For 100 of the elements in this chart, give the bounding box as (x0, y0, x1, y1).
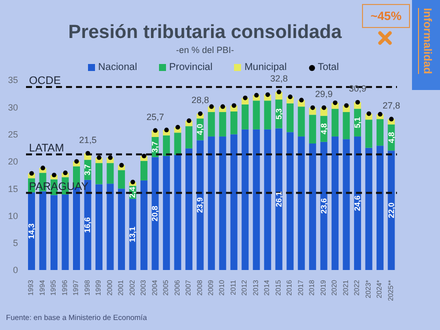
point (86, 150, 90, 156)
point (242, 96, 248, 100)
bar (286, 132, 294, 270)
point (232, 103, 236, 108)
point (389, 116, 394, 122)
point (52, 172, 56, 178)
data-label: 21,5 (79, 134, 97, 145)
point (108, 155, 113, 160)
y-tick-label: 30 (8, 102, 18, 112)
bar (376, 146, 384, 270)
bar (320, 142, 328, 270)
bar (95, 163, 102, 184)
point (332, 100, 338, 106)
bar (95, 184, 102, 270)
data-label: 23,6 (319, 198, 328, 214)
data-label: 29,9 (315, 89, 333, 100)
data-label: 23,9 (196, 196, 205, 213)
point (74, 159, 79, 164)
bar (185, 148, 192, 270)
bar (174, 132, 182, 155)
point (186, 118, 192, 124)
data-label: 20,8 (150, 205, 160, 222)
bar (185, 126, 192, 148)
bar (242, 104, 249, 130)
bar (298, 136, 305, 270)
data-label: 4,0 (196, 123, 205, 135)
data-label: 5,3 (274, 108, 284, 120)
text: Informalidad (418, 8, 433, 74)
bar (230, 134, 238, 270)
bar (332, 108, 339, 136)
data-label: 4,8 (386, 131, 396, 144)
y-tick-label: 25 (8, 129, 18, 140)
point (378, 112, 382, 116)
bar (309, 144, 316, 270)
bar (106, 163, 114, 184)
point (29, 171, 34, 176)
y-tick-label: 5 (12, 238, 18, 248)
bar (208, 112, 215, 136)
data-label: 4,8 (319, 122, 328, 134)
data-label: 3,7 (83, 164, 92, 176)
bar (376, 119, 384, 146)
bar (196, 140, 204, 270)
bar (264, 100, 272, 130)
point (322, 105, 326, 110)
bar (298, 106, 305, 136)
point (40, 166, 46, 170)
legend-label: Nacional (97, 62, 138, 73)
point (355, 100, 360, 105)
bar (140, 160, 148, 180)
legend-label: Total (316, 62, 339, 73)
bar (342, 112, 350, 140)
bar (252, 100, 260, 130)
point (344, 103, 349, 108)
y-tick-label: 10 (8, 210, 18, 221)
bar (309, 114, 316, 144)
bar (365, 120, 372, 148)
point (96, 155, 102, 160)
bar (230, 111, 238, 134)
bar (242, 129, 249, 270)
data-label: 30,9 (348, 84, 366, 94)
point (209, 104, 214, 109)
point (310, 105, 315, 110)
bar (39, 191, 46, 270)
bar (118, 188, 125, 270)
point (130, 180, 136, 184)
bar (219, 112, 226, 136)
point (366, 111, 372, 116)
y-tick-label: 15 (8, 184, 18, 194)
point (142, 154, 146, 158)
bar (106, 184, 114, 270)
y-tick-label: 0 (12, 265, 18, 276)
bar (140, 180, 148, 270)
data-label: 25,7 (146, 112, 164, 122)
bar (219, 136, 226, 270)
point (254, 92, 259, 98)
data-label: 22,0 (386, 202, 396, 218)
bar (388, 150, 395, 270)
bar (208, 136, 215, 270)
data-label: 14,3 (27, 222, 36, 239)
data-label: 27,8 (382, 100, 400, 111)
bar (162, 135, 170, 156)
ref-line-label: OCDE (29, 75, 61, 88)
point (265, 92, 270, 97)
data-label: 28,8 (191, 95, 210, 106)
bar (332, 136, 339, 270)
bar (129, 198, 136, 270)
data-label: 3,7 (150, 140, 160, 153)
bar (275, 128, 282, 270)
legend-label: Provincial (168, 62, 212, 73)
bar (174, 154, 182, 270)
bar (354, 136, 362, 270)
data-label: 24,6 (353, 194, 362, 212)
bar (50, 195, 58, 270)
bar (252, 129, 260, 270)
data-label: 32,8 (270, 73, 288, 84)
text: ~45% (362, 4, 410, 28)
point (152, 128, 158, 133)
data-label: 16,6 (83, 216, 92, 233)
y-tick-label: 20 (8, 156, 18, 167)
point (288, 94, 292, 100)
